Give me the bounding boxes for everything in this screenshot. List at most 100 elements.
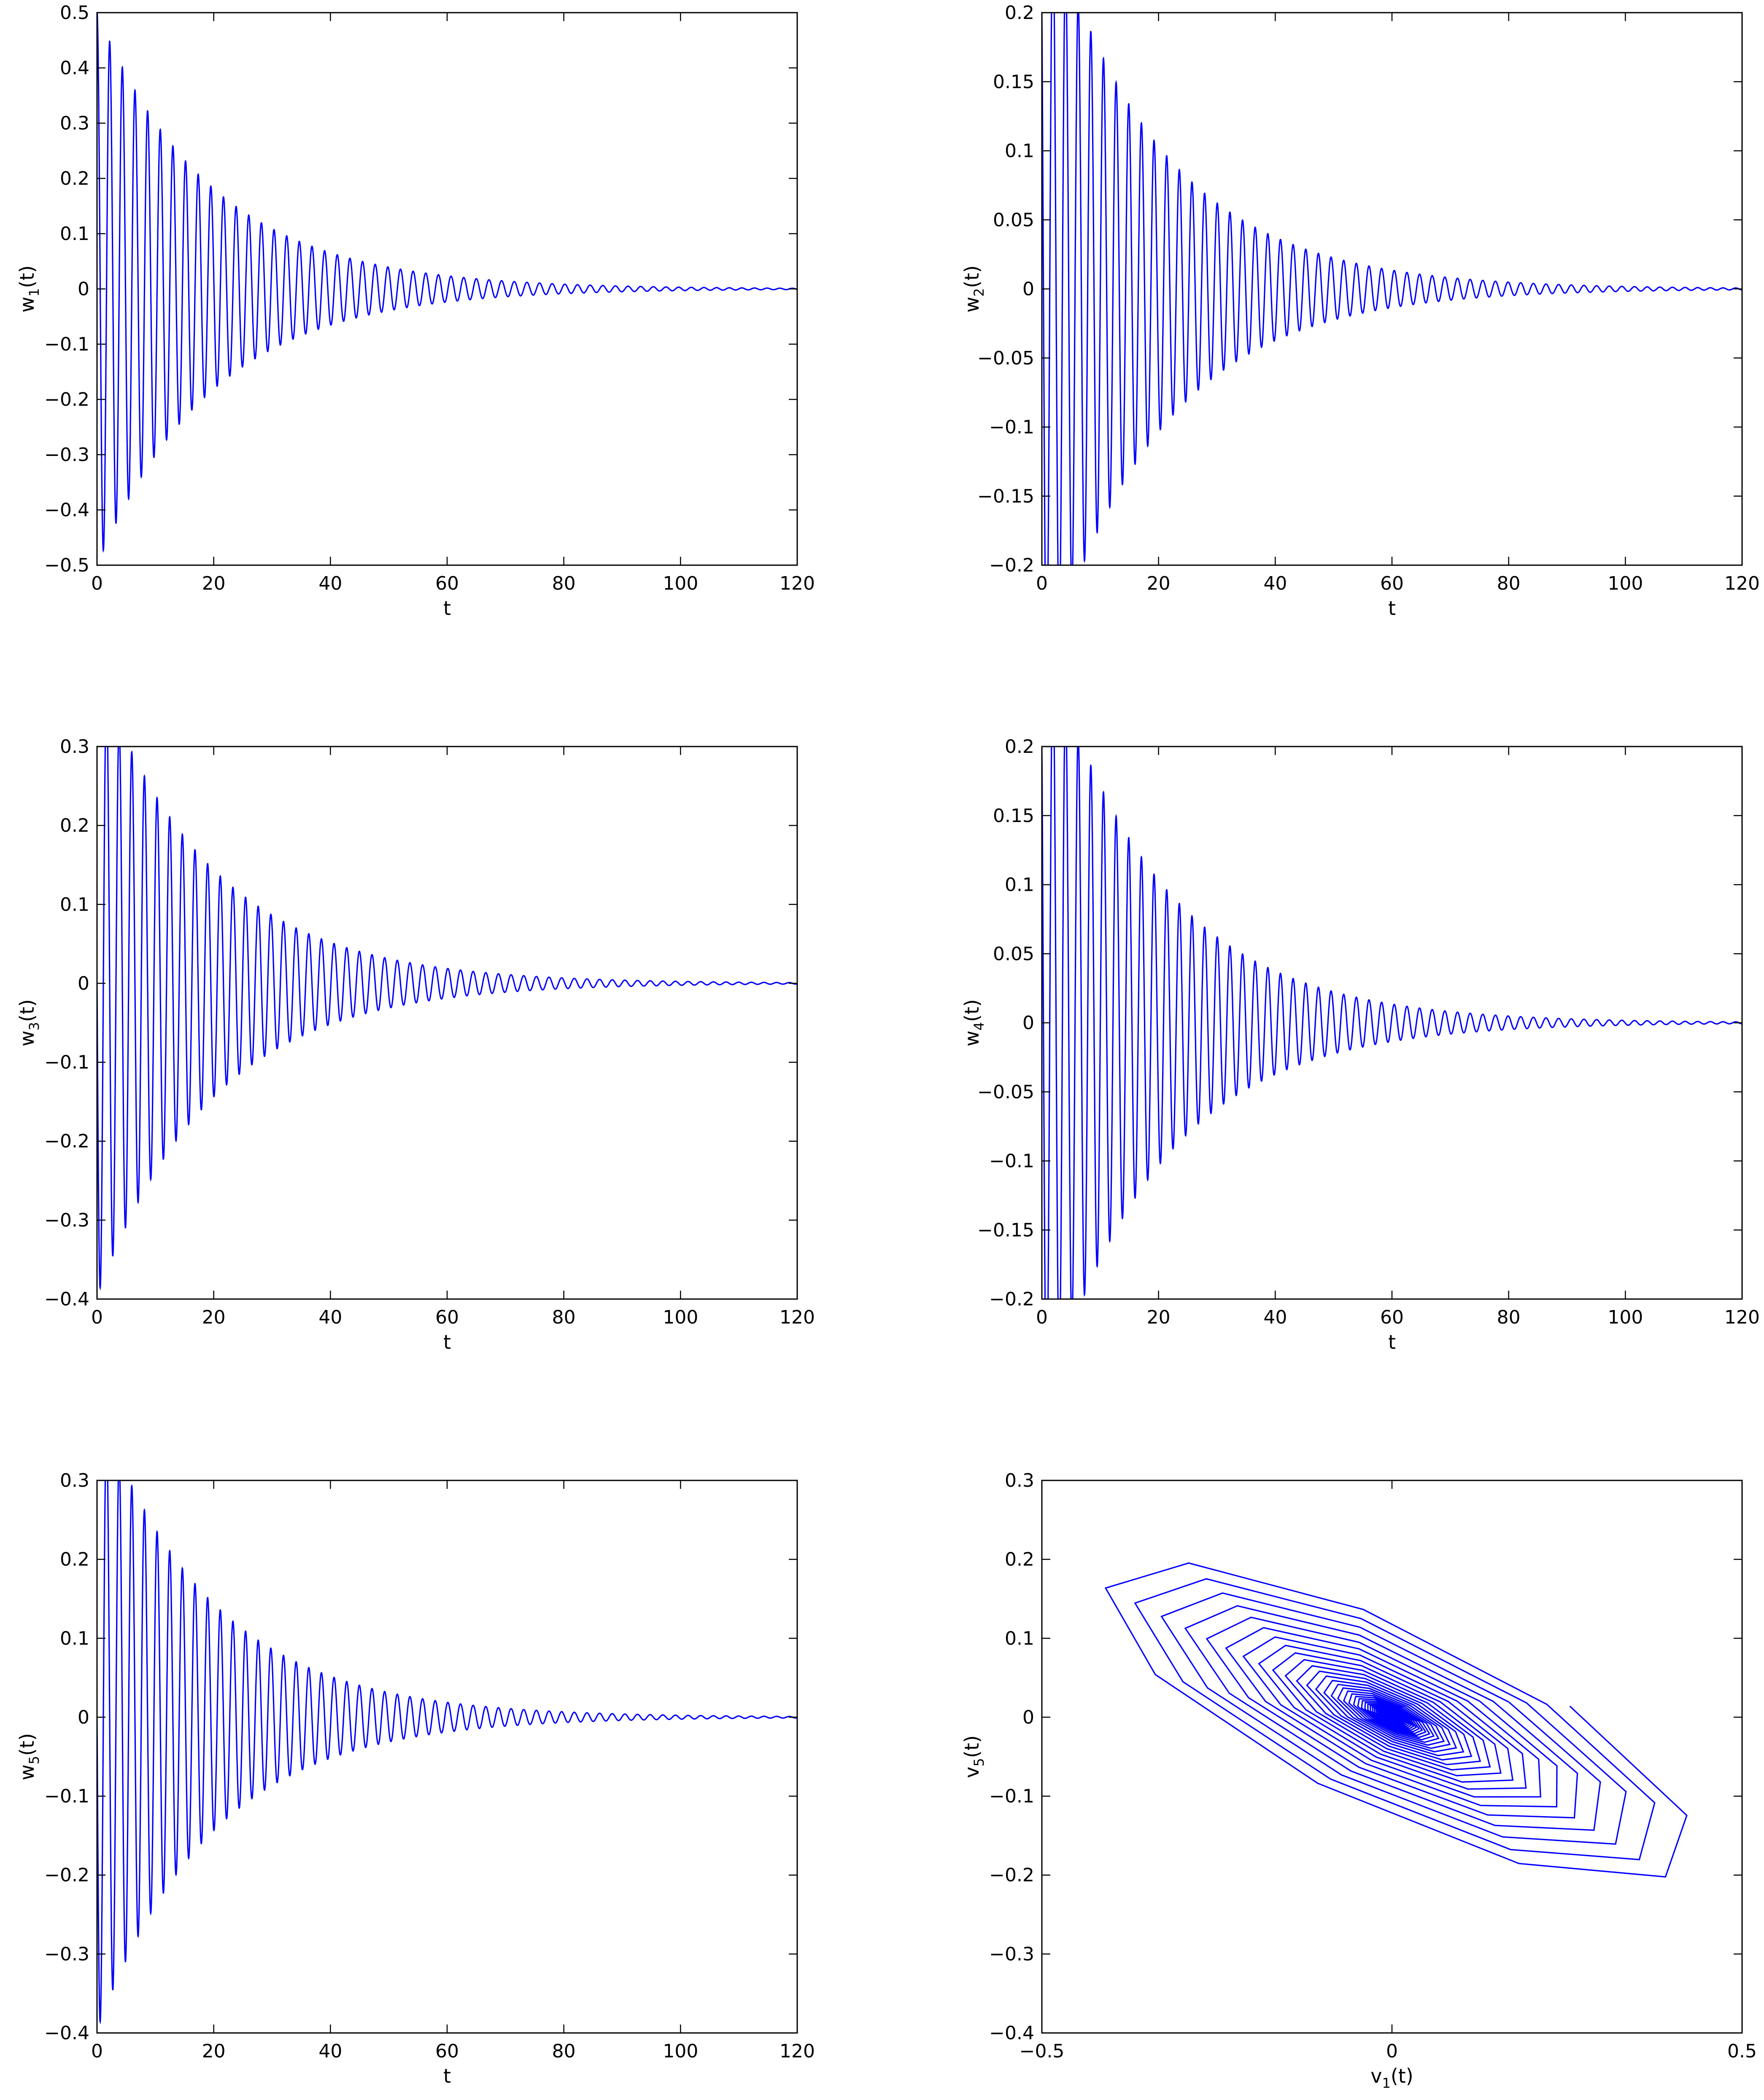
x-tick-label: 80 xyxy=(552,1307,576,1328)
axes-box-1 xyxy=(96,12,798,566)
x-tick-label: −0.5 xyxy=(1020,2041,1065,2062)
x-tick-label: 40 xyxy=(318,1307,342,1328)
y-tick-label: 0 xyxy=(78,278,89,300)
y-tick-label: 0.3 xyxy=(1005,1470,1034,1491)
y-tick-label: 0.1 xyxy=(1005,1628,1034,1649)
chart-panel-3: 0 20 40 60 80 100 120 −0.4 −0.3 −0.2 −0.1 0 0.1 0.2 0.… xyxy=(16,736,815,1353)
y-tick-label: −0.05 xyxy=(977,1081,1034,1103)
y-tick-label: −0.1 xyxy=(44,334,89,355)
x-axis-label: t xyxy=(1388,1331,1396,1353)
x-tick-label: 0 xyxy=(1386,2041,1398,2062)
series-line-1 xyxy=(97,13,797,553)
y-axis-label: w1(t) xyxy=(16,265,42,313)
x-axis-label: t xyxy=(443,597,451,620)
y-tick-label: 0.1 xyxy=(1005,874,1034,896)
chart-panel-5: 0 20 40 60 80 100 120 −0.4 −0.3 −0.2 −0.1 0 0.1 0.2 0.… xyxy=(16,1470,815,2087)
y-tick-label: −0.3 xyxy=(44,1944,89,1965)
x-axis-label: v1(t) xyxy=(1370,2065,1413,2091)
y-tick-label: −0.15 xyxy=(977,1219,1034,1241)
x-tick-label: 40 xyxy=(1263,573,1287,594)
x-tick-label: 80 xyxy=(552,573,576,594)
x-tick-label: 0 xyxy=(91,573,103,594)
x-axis-label: t xyxy=(1388,597,1396,620)
x-tick-label: 0 xyxy=(91,1307,103,1328)
x-tick-label: 0 xyxy=(91,2041,103,2062)
x-tick-label: 0.5 xyxy=(1727,2041,1757,2062)
x-axis-label: t xyxy=(443,2065,451,2087)
y-tick-label: 0 xyxy=(1022,1012,1034,1034)
y-tick-label: 0.5 xyxy=(60,2,89,24)
axes-box-5 xyxy=(96,1480,798,2034)
y-axis-label: w3(t) xyxy=(16,999,42,1046)
y-tick-label: 0 xyxy=(1022,1706,1034,1728)
y-tick-label: 0.3 xyxy=(60,1470,89,1491)
series-line-3 xyxy=(97,747,797,1291)
y-tick-label: 0.05 xyxy=(993,209,1034,231)
y-tick-label: −0.15 xyxy=(977,485,1034,507)
y-tick-label: −0.1 xyxy=(44,1052,89,1073)
x-tick-label: 60 xyxy=(1380,573,1404,594)
x-tick-label: 100 xyxy=(663,2041,698,2062)
x-tick-label: 60 xyxy=(435,2041,459,2062)
y-tick-label: −0.2 xyxy=(44,1865,89,1886)
x-tick-label: 100 xyxy=(663,1307,698,1328)
y-tick-label: 0.3 xyxy=(60,736,89,758)
y-tick-label: 0.1 xyxy=(60,223,89,245)
y-tick-label: −0.1 xyxy=(989,1786,1034,1807)
y-tick-label: −0.4 xyxy=(44,1289,89,1310)
y-tick-label: −0.3 xyxy=(989,1944,1034,1965)
y-tick-label: −0.2 xyxy=(989,1865,1034,1886)
x-tick-label: 0 xyxy=(1036,573,1048,594)
y-tick-label: 0.1 xyxy=(1005,140,1034,162)
x-tick-label: 20 xyxy=(202,1307,226,1328)
x-tick-label: 100 xyxy=(1608,573,1643,594)
y-tick-label: 0.15 xyxy=(993,805,1034,827)
chart-panel-4: 0 20 40 60 80 100 120 −0.2 −0.15 −0.1 −0.05 0 0.05 0.… xyxy=(960,736,1760,1353)
y-axis-label: v5(t) xyxy=(960,1735,987,1778)
x-tick-label: 0 xyxy=(1036,1307,1048,1328)
y-tick-label: 0.2 xyxy=(60,168,89,189)
x-tick-label: 120 xyxy=(780,2041,815,2062)
y-tick-label: −0.1 xyxy=(989,417,1034,438)
x-tick-label: 40 xyxy=(318,573,342,594)
y-tick-label: 0.15 xyxy=(993,71,1034,93)
y-tick-label: −0.3 xyxy=(44,1210,89,1231)
x-tick-label: 20 xyxy=(202,573,226,594)
y-tick-label: −0.2 xyxy=(989,555,1034,576)
series-line-5 xyxy=(97,1480,797,2025)
y-tick-label: −0.5 xyxy=(44,555,89,576)
y-tick-label: −0.4 xyxy=(44,2022,89,2044)
y-tick-label: 0.3 xyxy=(60,113,89,134)
y-axis-label: w2(t) xyxy=(960,265,987,313)
x-tick-label: 20 xyxy=(202,2041,226,2062)
y-tick-label: −0.4 xyxy=(44,499,89,521)
x-tick-label: 120 xyxy=(1724,573,1760,594)
x-tick-label: 40 xyxy=(1263,1307,1287,1328)
y-axis-label: w4(t) xyxy=(960,999,987,1046)
x-tick-label: 120 xyxy=(780,1307,815,1328)
x-tick-label: 80 xyxy=(552,2041,576,2062)
axes-box-3 xyxy=(96,746,798,1300)
y-tick-label: 0 xyxy=(1022,278,1034,300)
x-tick-label: 80 xyxy=(1497,573,1521,594)
y-tick-label: −0.2 xyxy=(44,1131,89,1152)
y-tick-label: 0.2 xyxy=(60,815,89,836)
axes-box-6 xyxy=(1041,1480,1743,2034)
x-tick-label: 80 xyxy=(1497,1307,1521,1328)
y-tick-label: −0.3 xyxy=(44,444,89,466)
series-line-6 xyxy=(1104,1562,1688,1878)
x-tick-label: 100 xyxy=(1608,1307,1643,1328)
chart-panel-6: −0.5 0 0.5 −0.4 −0.3 −0.2 −0.1 0 0.1 0.2 0.3 v1(t) v… xyxy=(960,1470,1757,2091)
x-tick-label: 100 xyxy=(663,573,698,594)
y-tick-label: −0.2 xyxy=(989,1289,1034,1310)
y-axis-label: w5(t) xyxy=(16,1733,42,1780)
x-tick-label: 20 xyxy=(1147,1307,1171,1328)
y-tick-label: −0.4 xyxy=(989,2022,1034,2044)
x-tick-label: 60 xyxy=(1380,1307,1404,1328)
y-tick-label: 0.2 xyxy=(60,1549,89,1570)
y-tick-label: 0.1 xyxy=(60,1628,89,1649)
x-tick-label: 60 xyxy=(435,1307,459,1328)
y-tick-label: 0.2 xyxy=(1005,736,1034,758)
y-tick-label: 0.2 xyxy=(1005,1549,1034,1570)
